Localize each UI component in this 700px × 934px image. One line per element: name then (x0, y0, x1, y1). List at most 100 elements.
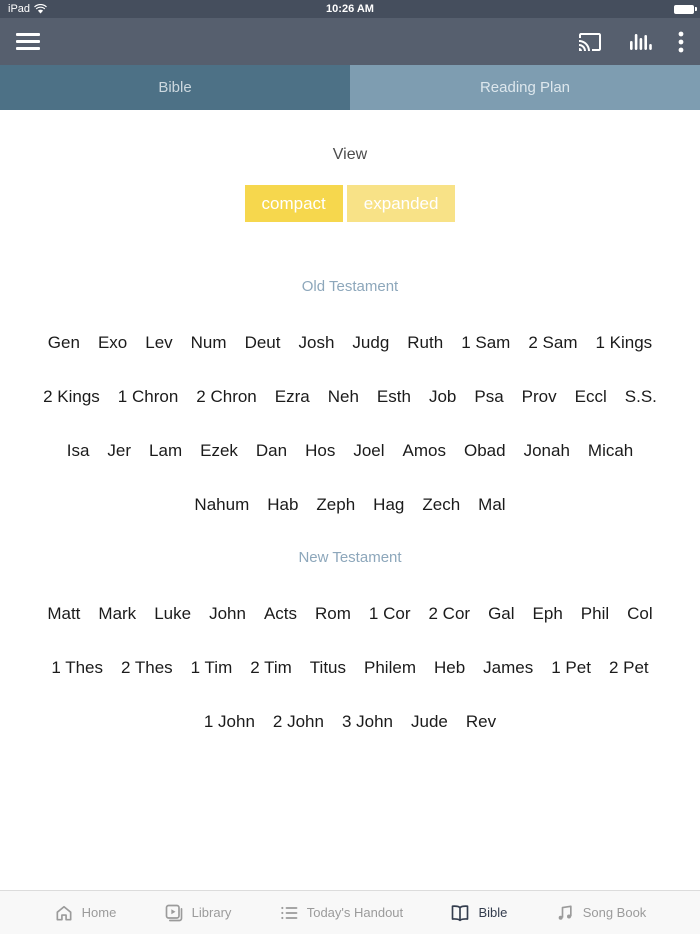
home-icon (56, 905, 72, 920)
book-link-ezek[interactable]: Ezek (200, 441, 238, 460)
status-time: 10:26 AM (326, 3, 374, 15)
tab-reading-plan[interactable]: Reading Plan (350, 65, 700, 110)
bar-chart-icon[interactable] (628, 30, 652, 54)
library-icon (165, 904, 182, 921)
compact-button[interactable]: compact (244, 185, 343, 222)
book-link-2-pet[interactable]: 2 Pet (608, 658, 649, 677)
book-link-2-john[interactable]: 2 John (272, 712, 324, 731)
book-link-3-john[interactable]: 3 John (341, 712, 394, 731)
nav-item-home[interactable]: Home (54, 903, 116, 923)
book-link-obad[interactable]: Obad (463, 441, 506, 460)
book-link-judg[interactable]: Judg (352, 333, 390, 352)
book-link-col[interactable]: Col (627, 604, 653, 623)
book-link-1-sam[interactable]: 1 Sam (461, 333, 511, 352)
book-link-john[interactable]: John (209, 604, 246, 623)
status-bar: iPad 10:26 AM (0, 0, 700, 18)
book-link-2-sam[interactable]: 2 Sam (528, 333, 578, 352)
wifi-icon (34, 4, 47, 14)
old-testament-section: Old Testament Gen Exo Lev Num Deut Josh Judg Ru… (0, 278, 700, 515)
book-link-ruth[interactable]: Ruth (407, 333, 444, 352)
new-testament-section: New Testament Matt Mark Luke John Acts Rom 1 C… (0, 549, 700, 732)
book-link-1-kings[interactable]: 1 Kings (595, 333, 653, 352)
book-link-2-tim[interactable]: 2 Tim (250, 658, 292, 677)
book-row: 2 Kings 1 Chron 2 Chron Ezra Neh Esth Job Psa Pr… (0, 387, 700, 407)
book-link-hos[interactable]: Hos (305, 441, 336, 460)
status-right (674, 4, 700, 14)
overflow-menu-icon[interactable] (678, 30, 684, 54)
nav-label: Today's Handout (306, 905, 404, 920)
book-link-isa[interactable]: Isa (66, 441, 90, 460)
book-link-mal[interactable]: Mal (478, 495, 506, 514)
new-testament-title: New Testament (298, 549, 402, 566)
book-link-eph[interactable]: Eph (532, 604, 563, 623)
book-link-luke[interactable]: Luke (154, 604, 192, 623)
book-link-2-chron[interactable]: 2 Chron (196, 387, 257, 406)
book-link-hab[interactable]: Hab (267, 495, 299, 514)
old-testament-title: Old Testament (301, 278, 399, 295)
book-link-2-cor[interactable]: 2 Cor (428, 604, 471, 623)
book-link-matt[interactable]: Matt (47, 604, 81, 623)
book-link-neh[interactable]: Neh (327, 387, 359, 406)
book-link-zech[interactable]: Zech (422, 495, 461, 514)
book-link-zeph[interactable]: Zeph (316, 495, 356, 514)
book-link-rom[interactable]: Rom (315, 604, 351, 623)
book-link-1-tim[interactable]: 1 Tim (190, 658, 233, 677)
book-row: Nahum Hab Zeph Hag Zech Mal (0, 495, 700, 515)
book-link-heb[interactable]: Heb (433, 658, 466, 677)
book-link-hag[interactable]: Hag (373, 495, 405, 514)
nav-item-song-book[interactable]: Song Book (555, 903, 646, 923)
book-link-acts[interactable]: Acts (263, 604, 297, 623)
book-link-jer[interactable]: Jer (107, 441, 132, 460)
book-link-exo[interactable]: Exo (97, 333, 128, 352)
book-link-jude[interactable]: Jude (411, 712, 448, 731)
nav-item-todays-handout[interactable]: Today's Handout (279, 903, 403, 923)
book-link-gal[interactable]: Gal (488, 604, 515, 623)
book-link-rev[interactable]: Rev (465, 712, 497, 731)
book-link-nahum[interactable]: Nahum (194, 495, 250, 514)
book-link-gen[interactable]: Gen (47, 333, 80, 352)
book-link-micah[interactable]: Micah (587, 441, 634, 460)
view-toggle: compact expanded (0, 185, 700, 222)
book-link-lam[interactable]: Lam (149, 441, 183, 460)
book-link-1-john[interactable]: 1 John (203, 712, 255, 731)
book-link-psa[interactable]: Psa (474, 387, 504, 406)
book-link-esth[interactable]: Esth (376, 387, 411, 406)
old-testament-books: Gen Exo Lev Num Deut Josh Judg Ruth 1 Sam 2 Sam 1 … (0, 333, 700, 515)
book-link-job[interactable]: Job (428, 387, 457, 406)
book-link-1-chron[interactable]: 1 Chron (117, 387, 179, 406)
book-link-num[interactable]: Num (190, 333, 227, 352)
book-link-mark[interactable]: Mark (98, 604, 137, 623)
book-link-s-s[interactable]: S.S. (624, 387, 657, 406)
book-link-james[interactable]: James (483, 658, 534, 677)
nav-item-library[interactable]: Library (164, 903, 232, 923)
book-link-1-pet[interactable]: 1 Pet (551, 658, 591, 677)
tab-bible[interactable]: Bible (0, 65, 350, 110)
book-link-phil[interactable]: Phil (580, 604, 610, 623)
book-link-titus[interactable]: Titus (309, 658, 347, 677)
book-link-ezra[interactable]: Ezra (274, 387, 310, 406)
new-testament-books: Matt Mark Luke John Acts Rom 1 Cor 2 Cor Gal Eph P… (0, 604, 700, 732)
book-link-deut[interactable]: Deut (244, 333, 281, 352)
book-link-prov[interactable]: Prov (521, 387, 557, 406)
book-link-josh[interactable]: Josh (298, 333, 335, 352)
book-link-jonah[interactable]: Jonah (523, 441, 570, 460)
book-link-amos[interactable]: Amos (402, 441, 446, 460)
book-link-1-thes[interactable]: 1 Thes (51, 658, 103, 677)
book-link-lev[interactable]: Lev (145, 333, 173, 352)
menu-icon[interactable] (16, 33, 40, 50)
expanded-button[interactable]: expanded (346, 185, 456, 222)
nav-item-bible[interactable]: Bible (450, 903, 507, 923)
cast-icon[interactable] (578, 30, 602, 54)
bottom-nav: Home Library Today's Handout (0, 890, 700, 934)
book-link-2-thes[interactable]: 2 Thes (121, 658, 173, 677)
book-link-philem[interactable]: Philem (364, 658, 416, 677)
book-link-2-kings[interactable]: 2 Kings (43, 387, 100, 406)
toolbar (0, 18, 700, 65)
nav-label: Library (191, 905, 232, 920)
carrier-label: iPad (8, 3, 31, 15)
book-link-dan[interactable]: Dan (255, 441, 288, 460)
book-link-joel[interactable]: Joel (353, 441, 385, 460)
book-link-1-cor[interactable]: 1 Cor (368, 604, 411, 623)
book-link-eccl[interactable]: Eccl (574, 387, 607, 406)
